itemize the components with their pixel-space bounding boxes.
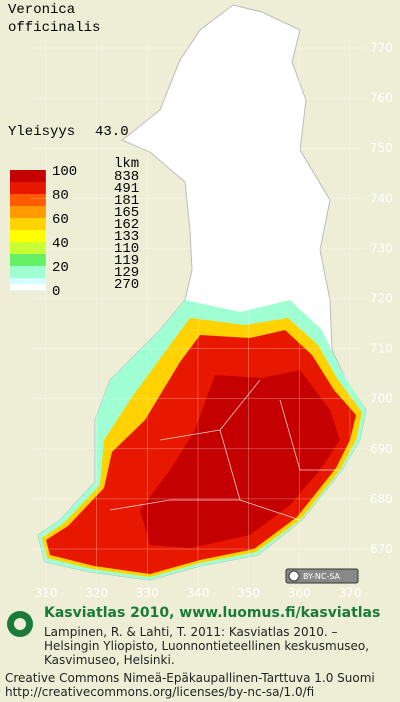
y-tick-label: 740	[370, 191, 393, 205]
legend-swatch	[10, 230, 46, 243]
legend-swatch	[10, 206, 46, 219]
license-text: Creative Commons Nimeä-Epäkaupallinen-Ta…	[5, 671, 375, 685]
legend-count: 133	[114, 229, 139, 245]
legend-scale-label: 60	[52, 212, 69, 228]
y-tick-label: 770	[370, 41, 393, 55]
legend-scale-label: 0	[52, 284, 60, 300]
legend-swatch	[10, 182, 46, 195]
legend-swatch	[10, 218, 46, 231]
x-tick-label: 350	[237, 586, 260, 600]
logo-inner	[14, 618, 26, 630]
count-header: lkm	[114, 156, 139, 172]
x-tick-label: 340	[187, 586, 210, 600]
legend-scale-label: 20	[52, 260, 69, 276]
species-title: Veronica	[8, 2, 75, 18]
legend-count: 129	[114, 265, 139, 281]
y-tick-label: 730	[370, 241, 393, 255]
citation: Kasvimuseo, Helsinki.	[44, 653, 175, 667]
y-tick-label: 750	[370, 141, 393, 155]
license-badge	[285, 568, 359, 584]
x-tick-label: 330	[136, 586, 159, 600]
frequency-value: 43.0	[95, 124, 129, 140]
legend-scale-label: 80	[52, 188, 69, 204]
y-tick-label: 710	[370, 342, 393, 356]
legend-swatch	[10, 254, 46, 267]
frequency-label: Yleisyys	[8, 124, 75, 140]
y-tick-label: 680	[370, 492, 393, 506]
legend-swatch	[10, 284, 46, 290]
y-tick-label: 720	[370, 292, 393, 306]
x-tick-label: 320	[85, 586, 108, 600]
legend-scale-label: 100	[52, 164, 77, 180]
axes: 770 760 750 740 730 720 710 700 690 680 670 310 320 3…	[30, 40, 393, 600]
x-tick-label: 370	[339, 586, 362, 600]
y-tick-label: 700	[370, 392, 393, 406]
legend-count: 119	[114, 253, 139, 269]
species-title: officinalis	[8, 20, 100, 36]
legend-count: 165	[114, 205, 139, 221]
citation: Helsingin Yliopisto, Luonnontieteellinen…	[44, 639, 369, 653]
x-tick-label: 360	[288, 586, 311, 600]
legend-count: 270	[114, 277, 139, 293]
y-tick-label: 760	[370, 91, 393, 105]
license-url: http://creativecommons.org/licenses/by-n…	[5, 685, 314, 699]
legend-swatch	[10, 194, 46, 207]
license-badge-text: BY-NC-SA	[303, 572, 341, 581]
cc-icon	[288, 570, 300, 582]
y-tick-label: 670	[370, 542, 393, 556]
legend-count: 162	[114, 217, 139, 233]
legend-count: 181	[114, 193, 139, 209]
legend-count: 110	[114, 241, 139, 257]
footer-heading: Kasviatlas 2010, www.luomus.fi/kasviatla…	[44, 605, 380, 621]
x-tick-label: 310	[35, 586, 58, 600]
distribution-core	[140, 370, 340, 548]
legend-scale-label: 40	[52, 236, 69, 252]
y-tick-label: 690	[370, 442, 393, 456]
citation: Lampinen, R. & Lahti, T. 2011: Kasviatla…	[44, 625, 338, 639]
region-borders	[109, 109, 340, 521]
legend-count: 491	[114, 181, 139, 197]
legend-swatch	[10, 242, 46, 255]
legend-swatch	[10, 266, 46, 279]
legend-swatch	[10, 170, 46, 183]
legend-count: 838	[114, 169, 139, 185]
